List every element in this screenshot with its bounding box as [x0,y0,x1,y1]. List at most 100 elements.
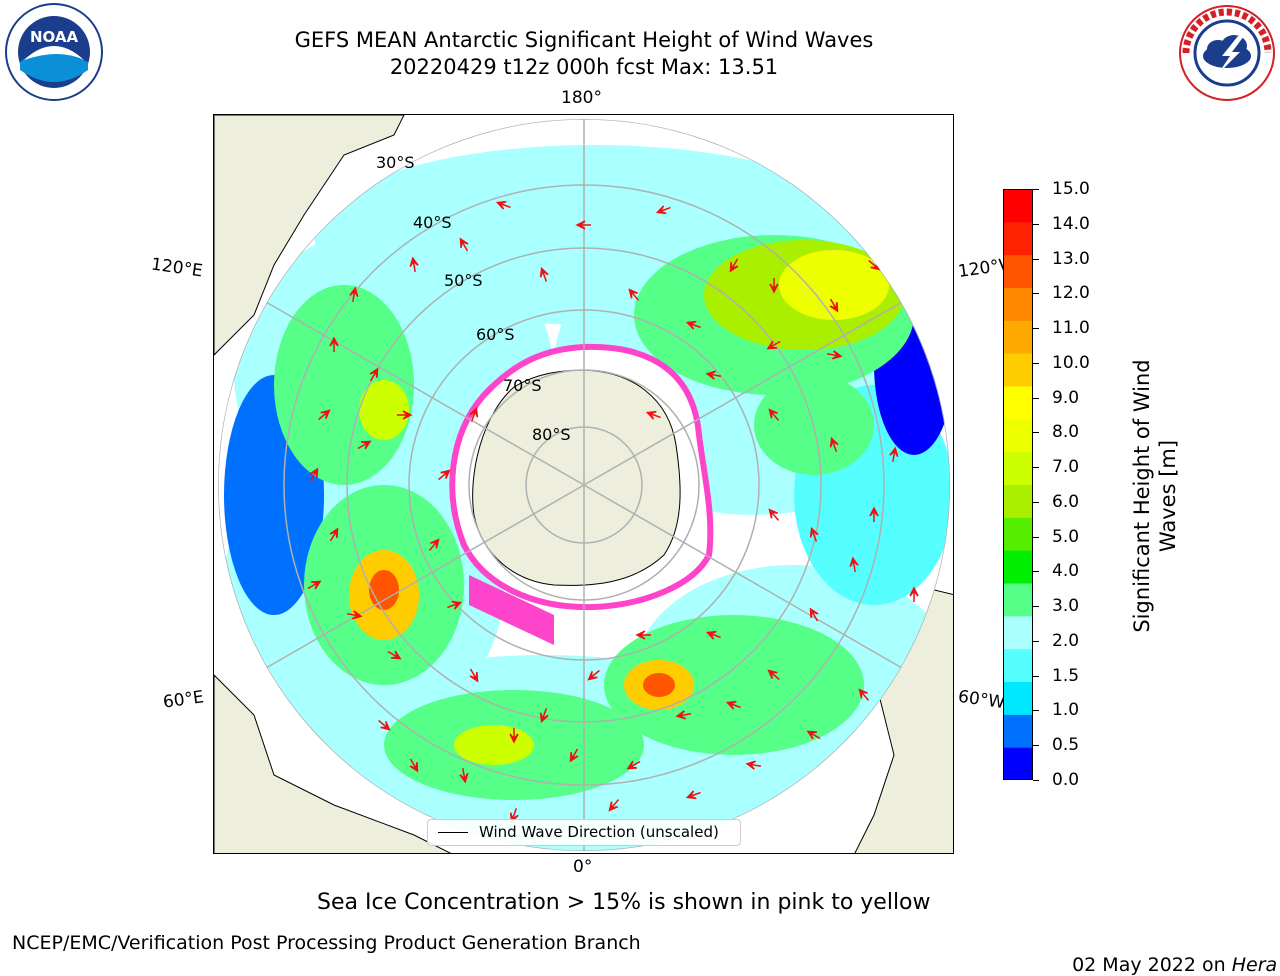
colorbar-swatches [1003,189,1033,781]
sea-ice-note: Sea Ice Concentration > 15% is shown in … [317,890,931,915]
colorbar-tick-label: 1.0 [1052,700,1080,721]
colorbar-swatch [1003,287,1033,321]
wave-direction-arrow [766,340,781,350]
wave-direction-arrow [829,436,839,452]
wave-direction-arrow [705,370,722,380]
colorbar-swatch [1003,484,1033,518]
wave-direction-arrow [539,266,549,282]
colorbar-tick-mark [1033,293,1039,295]
wave-direction-arrow [459,237,469,252]
colorbar-border [1003,189,1033,780]
colorbar-swatch [1003,681,1033,715]
wave-direction-arrow [409,758,419,773]
wave-direction-arrow [438,469,451,481]
antarctica [449,343,714,645]
wave-direction-arrow [307,580,322,590]
wave-direction-arrow [767,669,780,681]
lat-label-50s: 50°S [444,271,483,290]
wave-direction-arrow [768,408,780,421]
colorbar-tick-mark [1033,223,1039,225]
wave-direction-arrow [626,760,641,770]
colorbar-tick-mark [1033,745,1039,747]
colorbar-swatch [1003,418,1033,453]
legend: Wind Wave Direction (unscaled) [427,819,741,846]
lat-label-40s: 40°S [413,213,452,232]
credits-left: NCEP/EMC/Verification Post Processing Pr… [12,932,641,954]
map-panel: Wind Wave Direction (unscaled) [213,114,954,854]
wave-direction-arrow [628,288,640,301]
colorbar-tick-label: 3.0 [1052,596,1080,617]
colorbar-tick-mark [1033,467,1039,469]
wave-direction-arrow [806,730,821,740]
credits-machine: Hera [1231,954,1278,976]
lon-label-180: 180° [561,88,602,108]
colorbar-tick-label: 1.5 [1052,665,1080,686]
wave-direction-arrow [909,586,919,602]
colorbar-tick-mark [1033,536,1039,538]
wave-direction-arrows [307,200,923,824]
colorbar-tick-label: 9.0 [1052,387,1080,408]
wave-direction-arrow [826,350,843,360]
wave-direction-arrow [346,610,363,620]
colorbar-swatch [1003,386,1033,420]
wave-direction-arrow [675,710,692,720]
wave-direction-arrow [309,467,319,482]
wave-direction-arrow [889,446,899,463]
colorbar-swatch [1003,451,1033,485]
lat-label-30s: 30°S [376,153,415,172]
wave-direction-arrow [387,650,402,660]
colorbar-swatch [1003,615,1033,650]
polar-map [214,115,953,853]
colorbar-tick-label: 8.0 [1052,422,1080,443]
colorbar-tick-mark [1033,362,1039,364]
wave-direction-arrow [329,336,339,352]
wave-direction-arrow [635,630,651,640]
lat-label-80s: 80°S [532,425,571,444]
wave-direction-arrow [829,298,839,313]
wave-direction-arrow [655,205,671,215]
colorbar-swatch [1003,189,1033,223]
wave-direction-arrow [469,668,479,683]
noaa-logo: NOAA [4,2,104,102]
colorbar-tick-mark [1033,780,1039,781]
wave-direction-arrow [869,506,879,522]
colorbar-swatch [1003,747,1033,781]
lon-label-120e: 120°E [149,254,204,282]
wave-direction-arrow [685,790,701,800]
colorbar-tick-mark [1033,189,1039,190]
meridians [265,119,903,851]
wave-direction-arrow [357,440,372,450]
noaa-logo-icon: NOAA [5,3,103,101]
colorbar-swatch [1003,714,1033,748]
wave-direction-arrow [769,278,779,294]
colorbar-tick-label: 0.0 [1052,770,1080,790]
colorbar-swatch [1003,221,1033,256]
colorbar-tick-label: 10.0 [1052,352,1090,373]
colorbar-tick-label: 2.0 [1052,630,1080,651]
wave-direction-arrow [469,406,479,422]
colorbar-tick-label: 12.0 [1052,283,1090,304]
wave-direction-arrow [428,538,440,551]
colorbar-tick-mark [1033,258,1039,260]
wave-direction-arrow [409,256,419,273]
colorbar-tick-label: 11.0 [1052,318,1090,339]
wave-direction-arrow [587,669,600,681]
credits-right: 02 May 2022 on Hera [1060,932,1277,976]
wave-direction-arrow [397,410,413,420]
wave-direction-arrow [608,799,620,812]
colorbar-tick-label: 15.0 [1052,179,1090,199]
wave-direction-arrow [685,320,701,330]
wave-direction-arrow [745,760,762,770]
colorbar-tick-mark [1033,606,1039,608]
colorbar-tick-mark [1033,397,1039,399]
lon-label-0: 0° [573,857,593,877]
wave-direction-arrow [729,258,739,273]
nws-logo-icon [1179,5,1275,101]
wave-direction-arrow [539,708,549,724]
colorbar-tick-label: 5.0 [1052,526,1080,547]
wave-direction-arrow [329,527,339,542]
colorbar-title-line2: Waves [m] [1156,439,1180,553]
lat-label-60s: 60°S [476,325,515,344]
colorbar-tick-label: 13.0 [1052,248,1090,269]
colorbar-tick-label: 14.0 [1052,213,1090,234]
